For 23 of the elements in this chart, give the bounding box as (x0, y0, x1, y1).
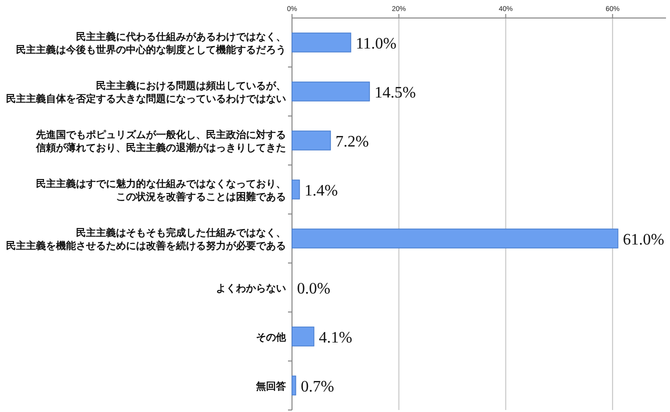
data-label: 0.0% (297, 280, 330, 298)
y-tick-label: 民主主義における問題は頻出しているが、民主主義自体を否定する大きな問題になっているわけではない (6, 80, 286, 105)
y-tick-label: 先進国でもポピュリズムが一般化し、民主政治に対する信頼が薄れており、民主主義の退潮がはっきりしてきた (35, 129, 286, 154)
y-tick-label: 無回答 (255, 380, 287, 392)
bar (292, 32, 352, 52)
data-label: 11.0% (356, 36, 397, 52)
bar (292, 130, 331, 150)
y-tick-label: 民主主義はすでに魅力的な仕組みではなくなっており、この状況を改善することは困難である (36, 178, 286, 203)
bar (292, 326, 314, 346)
y-tick-label: よくわからない (216, 284, 286, 294)
y-tick-label: その他 (256, 332, 287, 344)
bar (292, 228, 618, 248)
bar (292, 82, 370, 102)
data-label: 0.7% (300, 378, 334, 396)
data-label: 1.4% (304, 182, 338, 200)
bar (292, 180, 300, 200)
y-tick-label: 民主主義に代わる仕組みがあるわけではなく、民主主義は今後も世界の中心的な制度として機能するだろう (16, 31, 286, 56)
data-label: 14.5% (374, 84, 416, 102)
data-label: 7.2% (335, 134, 369, 150)
bar (292, 376, 296, 396)
data-label: 4.1% (318, 330, 352, 346)
y-tick-label: 民主主義はそもそも完成した仕組みではなく、民主主義を機能させるためには改善を続ける努力が必要である (6, 227, 286, 252)
data-label: 61.0% (622, 232, 664, 248)
